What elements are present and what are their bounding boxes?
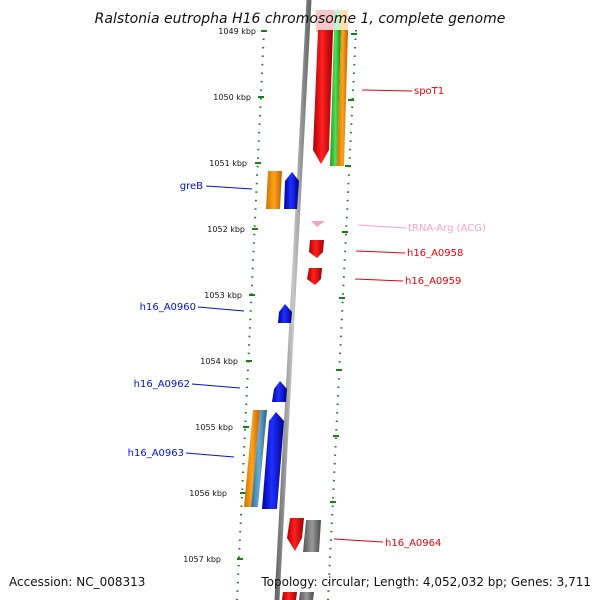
lane-tint-red [316, 10, 334, 32]
tick-label: 1052 kbp [207, 225, 245, 234]
feature-h16-a0963[interactable] [262, 412, 284, 509]
feature-label-h16-a0960[interactable]: h16_A0960 [140, 302, 196, 313]
feature-trna-arg[interactable] [311, 221, 325, 227]
feature-bottom-gray[interactable] [299, 592, 314, 600]
feature-label-h16-a0964[interactable]: h16_A0964 [385, 538, 441, 549]
feature-label-h16-a0958[interactable]: h16_A0958 [407, 248, 463, 259]
leader-a0963 [185, 452, 235, 458]
leader-a0962 [191, 383, 241, 389]
feature-h16-a0962[interactable] [272, 381, 287, 402]
feature-h16-a0964-gray[interactable] [303, 520, 321, 552]
leader-a0958 [355, 250, 406, 254]
feature-label-h16-a0962[interactable]: h16_A0962 [134, 379, 190, 390]
tick-label: 1055 kbp [195, 423, 233, 432]
accession-text: Accession: NC_008313 [9, 575, 145, 589]
feature-spoT1[interactable] [313, 30, 333, 164]
lane-tint-green [334, 10, 340, 32]
feature-bottom-red[interactable] [282, 592, 297, 600]
tick-label: 1053 kbp [204, 291, 242, 300]
genome-backbone [274, 0, 312, 600]
left-ruler-major-ticks [237, 30, 267, 560]
leader-a0964 [333, 538, 384, 543]
feature-label-trna-arg[interactable]: tRNA-Arg (ACG) [408, 223, 486, 234]
feature-greB-orange[interactable] [266, 171, 282, 209]
tick-label: 1049 kbp [218, 27, 256, 36]
leader-a0959 [354, 278, 404, 282]
tick-label: 1051 kbp [209, 159, 247, 168]
feature-h16-a0963-orange[interactable] [244, 410, 260, 507]
feature-spoT1-green[interactable] [330, 30, 341, 166]
feature-spoT1-orange[interactable] [337, 30, 348, 166]
feature-h16-a0959[interactable] [307, 268, 322, 285]
topology-text: Topology: circular; Length: 4,052,032 bp… [260, 575, 591, 589]
feature-greB[interactable] [284, 172, 299, 209]
tick-label: 1057 kbp [183, 555, 221, 564]
leader-a0960 [197, 306, 245, 312]
map-title: Ralstonia eutropha H16 chromosome 1, com… [95, 11, 506, 27]
tick-label: 1050 kbp [213, 93, 251, 102]
right-ruler-major-ticks [330, 33, 357, 503]
leader-greB [205, 185, 253, 190]
feature-h16-a0958[interactable] [309, 240, 324, 258]
lane-tint-orange [340, 10, 348, 32]
feature-label-greB[interactable]: greB [180, 181, 203, 192]
leader-spoT1 [361, 89, 413, 92]
tick-label: 1054 kbp [200, 357, 238, 366]
feature-label-h16-a0963[interactable]: h16_A0963 [128, 448, 184, 459]
tick-label: 1056 kbp [189, 489, 227, 498]
leader-trna [357, 224, 407, 229]
feature-h16-a0963-teal[interactable] [251, 410, 267, 507]
feature-h16-a0964[interactable] [287, 518, 304, 551]
feature-label-spoT1[interactable]: spoT1 [414, 86, 444, 97]
feature-h16-a0960[interactable] [278, 304, 292, 323]
feature-label-h16-a0959[interactable]: h16_A0959 [405, 276, 461, 287]
